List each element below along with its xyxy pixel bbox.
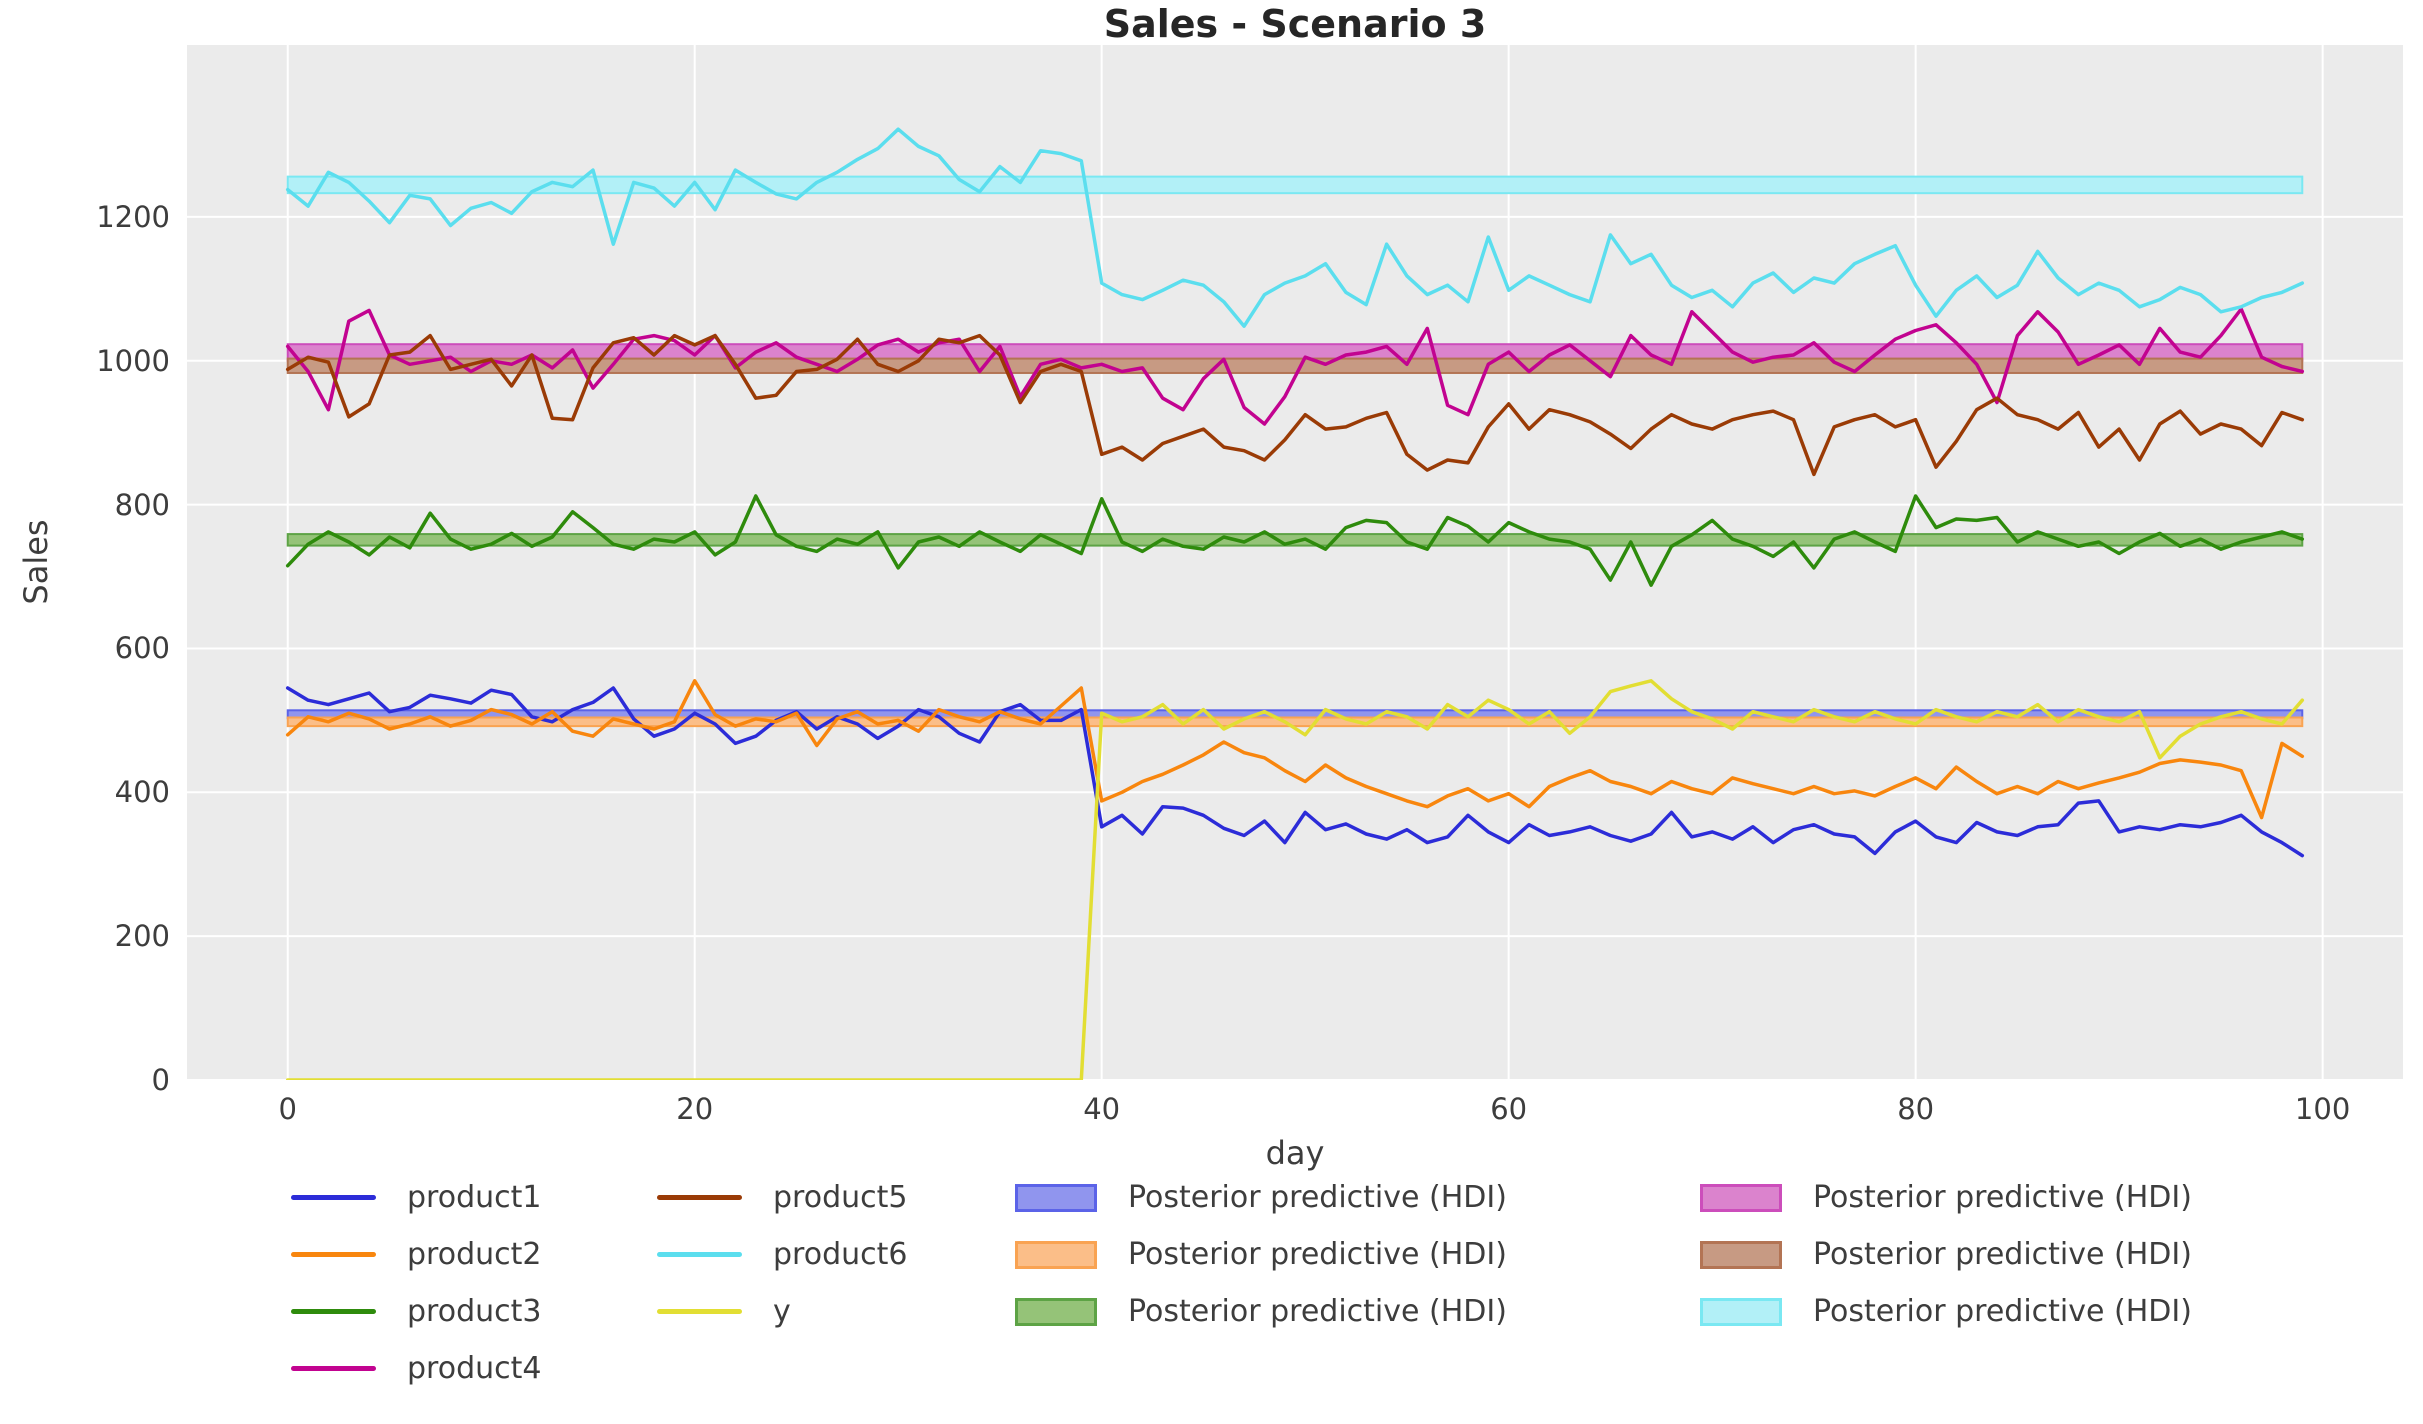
legend-patch-swatch: [1015, 1183, 1097, 1212]
y-tick-label-200: 200: [114, 919, 170, 954]
hdi-band-product2: [286, 716, 2304, 728]
x-tick-label-40: 40: [1083, 1092, 1121, 1126]
legend-entry: Posterior predictive (HDI): [1015, 1226, 1507, 1283]
legend-label: product1: [407, 1180, 542, 1215]
hdi-band-product6: [286, 175, 2304, 195]
legend-column-3: Posterior predictive (HDI) Posterior pred…: [1015, 1169, 1507, 1340]
y-axis-label: Sales: [17, 519, 55, 605]
y-tick-label-800: 800: [114, 487, 170, 522]
x-tick-label-80: 80: [1897, 1092, 1935, 1126]
series-line-product3: [285, 494, 2305, 587]
legend-entry: product2: [291, 1226, 541, 1283]
legend-label: product3: [407, 1294, 542, 1329]
legend-line-swatch: [291, 1252, 376, 1257]
x-tick-label-20: 20: [676, 1092, 714, 1126]
x-tick-label-0: 0: [278, 1092, 297, 1126]
legend-label: Posterior predictive (HDI): [1813, 1294, 2192, 1329]
legend-entry: product4: [291, 1340, 541, 1397]
legend-entry: product3: [291, 1283, 541, 1340]
legend-label: product6: [773, 1237, 908, 1272]
chart-title: Sales - Scenario 3: [1103, 2, 1487, 46]
legend-entry: product1: [291, 1169, 541, 1226]
legend-line-swatch: [657, 1309, 742, 1314]
y-tick-label-0: 0: [151, 1063, 170, 1097]
legend-label: Posterior predictive (HDI): [1813, 1180, 2192, 1215]
legend-entry: Posterior predictive (HDI): [1700, 1169, 2192, 1226]
x-tick-label-60: 60: [1490, 1092, 1528, 1126]
legend-entry: Posterior predictive (HDI): [1700, 1226, 2192, 1283]
legend-label: product4: [407, 1351, 542, 1386]
legend-entry: Posterior predictive (HDI): [1015, 1283, 1507, 1340]
legend-line-swatch: [291, 1309, 376, 1314]
legend-patch-swatch: [1700, 1297, 1782, 1326]
legend-label: Posterior predictive (HDI): [1128, 1294, 1507, 1329]
series-line-product5: [285, 333, 2305, 477]
plot-area: [187, 45, 2403, 1080]
legend-label: Posterior predictive (HDI): [1128, 1180, 1507, 1215]
legend-line-swatch: [657, 1195, 742, 1200]
legend-label: product5: [773, 1180, 908, 1215]
legend-entry: Posterior predictive (HDI): [1700, 1283, 2192, 1340]
hdi-band-product3: [286, 533, 2304, 547]
y-tick-label-1200: 1200: [96, 199, 170, 234]
legend-label: y: [773, 1294, 791, 1329]
legend-entry: product5: [657, 1169, 907, 1226]
hdi-band-product5: [286, 357, 2304, 374]
legend-entry: Posterior predictive (HDI): [1015, 1169, 1507, 1226]
legend-patch-swatch: [1700, 1240, 1782, 1269]
legend-entry: y: [657, 1283, 907, 1340]
y-tick-label-1000: 1000: [96, 343, 170, 378]
series-line-product2: [285, 679, 2305, 820]
legend-patch-swatch: [1700, 1183, 1782, 1212]
series-line-product4: [285, 307, 2305, 426]
series-line-product6: [285, 127, 2305, 328]
x-axis-label: day: [1265, 1134, 1325, 1172]
series-line-product1: [285, 686, 2305, 858]
y-tick-label-600: 600: [114, 631, 170, 666]
legend-label: product2: [407, 1237, 542, 1272]
legend-label: Posterior predictive (HDI): [1813, 1237, 2192, 1272]
series-line-y: [285, 679, 2305, 1080]
legend-label: Posterior predictive (HDI): [1128, 1237, 1507, 1272]
legend-line-swatch: [291, 1195, 376, 1200]
legend-column-1: product1 product2 product3 product4: [291, 1169, 541, 1397]
legend-line-swatch: [657, 1252, 742, 1257]
legend-line-swatch: [291, 1366, 376, 1371]
legend-column-2: product5 product6 y: [657, 1169, 907, 1340]
legend-patch-swatch: [1015, 1297, 1097, 1326]
legend-entry: product6: [657, 1226, 907, 1283]
legend-column-4: Posterior predictive (HDI) Posterior pred…: [1700, 1169, 2192, 1340]
chart-canvas: [187, 45, 2403, 1080]
legend-patch-swatch: [1015, 1240, 1097, 1269]
y-tick-label-400: 400: [114, 775, 170, 810]
x-tick-label-100: 100: [2294, 1092, 2351, 1126]
